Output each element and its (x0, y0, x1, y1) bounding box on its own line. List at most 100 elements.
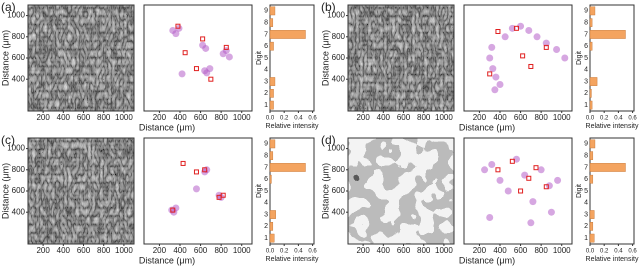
y-tick-label: 4 (264, 200, 268, 207)
y-tick-label: 1 (264, 235, 268, 242)
bar (589, 174, 594, 184)
marker-point (513, 25, 519, 31)
cluster-point (496, 81, 504, 88)
x-tick-label: 600 (77, 113, 91, 122)
cluster-point (496, 176, 504, 184)
y-tick-label: 9 (264, 141, 268, 148)
bar (269, 30, 306, 39)
panel-label: (b) (321, 0, 336, 14)
cluster-point (488, 161, 496, 168)
y-tick-label: 3 (584, 78, 588, 85)
cluster-point (545, 182, 553, 190)
x-tick-label: 1000 (553, 113, 571, 122)
x-tick-label: 0.4 (614, 249, 623, 255)
y-tick-label: 600 (12, 53, 26, 62)
y-tick-label: 1 (584, 102, 588, 109)
x-tick-label: 800 (214, 113, 228, 122)
x-tick-label: 0.6 (308, 249, 317, 255)
x-tick-label: 600 (514, 246, 528, 255)
x-axis-label: Relative intensity (586, 123, 639, 130)
cluster-point (481, 166, 489, 174)
y-tick-label: 3 (264, 211, 268, 218)
bar (269, 222, 274, 231)
bar (269, 233, 275, 243)
x-tick-label: 800 (534, 113, 548, 122)
bar (589, 233, 595, 243)
panel-label: (a) (1, 0, 16, 14)
y-tick-label: 3 (264, 78, 268, 85)
frame (269, 137, 315, 245)
y-tick-label: 800 (332, 32, 346, 41)
x-tick-label: 1000 (115, 113, 133, 122)
x-tick-label: 0.6 (628, 249, 637, 255)
x-tick-label: 200 (473, 113, 487, 122)
x-tick-label: 400 (377, 246, 391, 255)
y-axis-label: Distance (μm) (0, 163, 10, 219)
x-tick-label: 200 (473, 246, 487, 255)
y-tick-label: 2 (264, 223, 268, 230)
y-axis-label: Distance (μm) (320, 30, 330, 86)
y-tick-label: 7 (264, 164, 268, 171)
bar (589, 210, 595, 219)
panel-label: (c) (1, 133, 15, 147)
x-tick-label: 600 (397, 246, 411, 255)
marker-point (533, 165, 539, 171)
bar (589, 100, 593, 110)
y-tick-label: 6 (584, 43, 588, 50)
cluster-point (486, 214, 494, 221)
bar (269, 100, 274, 110)
y-tick-label: 1000 (327, 144, 345, 153)
cluster-point (504, 187, 512, 195)
y-tick-label: 5 (584, 188, 588, 195)
bar (589, 6, 596, 16)
cluster-point (178, 70, 186, 78)
bar (589, 18, 593, 27)
y-tick-label: 800 (12, 32, 26, 41)
y-tick-label: 3 (584, 211, 588, 218)
marker-point (193, 169, 199, 175)
y-tick-label: 2 (584, 223, 588, 230)
x-axis-label: Relative intensity (266, 256, 319, 263)
bar (269, 163, 306, 172)
x-tick-label: 0.4 (294, 116, 303, 122)
x-tick-label: 400 (377, 113, 391, 122)
x-tick-label: 400 (173, 113, 187, 122)
marker-point (543, 184, 549, 190)
y-tick-label: 400 (332, 207, 346, 216)
y-tick-label: 600 (12, 186, 26, 195)
y-tick-label: 400 (12, 74, 26, 83)
cluster-point (192, 185, 200, 193)
marker-point (208, 76, 214, 82)
x-tick-label: 1000 (233, 113, 251, 122)
y-axis-label: Digit (576, 51, 583, 65)
bar (269, 174, 272, 184)
y-tick-label: 600 (332, 53, 346, 62)
y-tick-label: 4 (584, 67, 588, 74)
marker-point (487, 71, 493, 77)
cluster-point (537, 166, 545, 174)
micrograph (348, 5, 454, 111)
marker-point (223, 44, 229, 50)
x-tick-label: 200 (36, 246, 50, 255)
x-tick-label: 600 (194, 246, 208, 255)
y-tick-label: 5 (264, 188, 268, 195)
x-tick-label: 0.0 (586, 116, 595, 122)
bar (589, 77, 598, 86)
micrograph (28, 5, 134, 111)
bar (589, 222, 594, 231)
bar (589, 163, 626, 172)
bar (269, 210, 276, 219)
y-tick-label: 2 (264, 90, 268, 97)
y-tick-label: 7 (584, 31, 588, 38)
y-axis-label: Digit (256, 184, 263, 198)
x-tick-label: 1000 (435, 113, 453, 122)
x-tick-label: 600 (514, 113, 528, 122)
y-tick-label: 2 (584, 90, 588, 97)
marker-point (528, 63, 534, 69)
x-tick-label: 0.2 (600, 116, 609, 122)
frame (463, 4, 573, 112)
cluster-point (554, 176, 562, 184)
cluster-point (225, 53, 233, 61)
x-tick-label: 200 (356, 113, 370, 122)
bar (589, 30, 626, 39)
